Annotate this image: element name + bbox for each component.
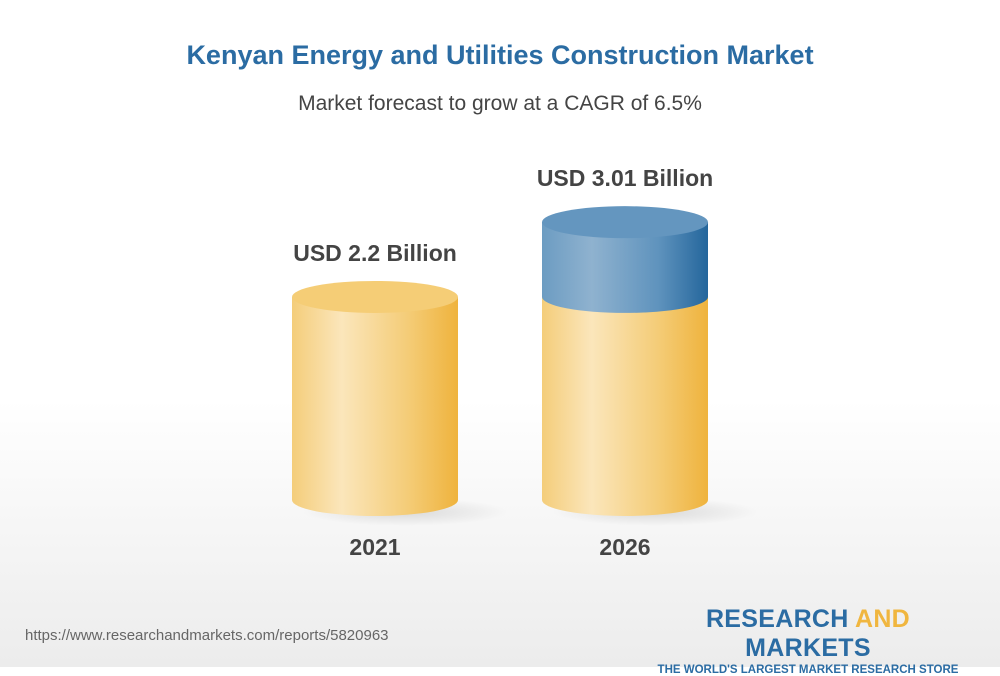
chart-title: Kenyan Energy and Utilities Construction… [186,40,814,70]
category-label: 2021 [349,534,400,560]
research-and-markets-logo: RESEARCH AND MARKETS THE WORLD'S LARGEST… [657,605,959,676]
category-label: 2026 [599,534,650,560]
chart-subtitle: Market forecast to grow at a CAGR of 6.5… [298,92,702,115]
cylinder-growth-segment [542,222,708,313]
data-label: USD 3.01 Billion [537,165,713,191]
cylinder-growth-top [542,206,708,239]
source-url[interactable]: https://www.researchandmarkets.com/repor… [25,627,389,644]
cylinder-2021-top [292,280,458,313]
data-label: USD 2.2 Billion [293,240,457,266]
cylinder-base-segment [542,296,708,516]
cylinder-2021-body [292,296,458,516]
